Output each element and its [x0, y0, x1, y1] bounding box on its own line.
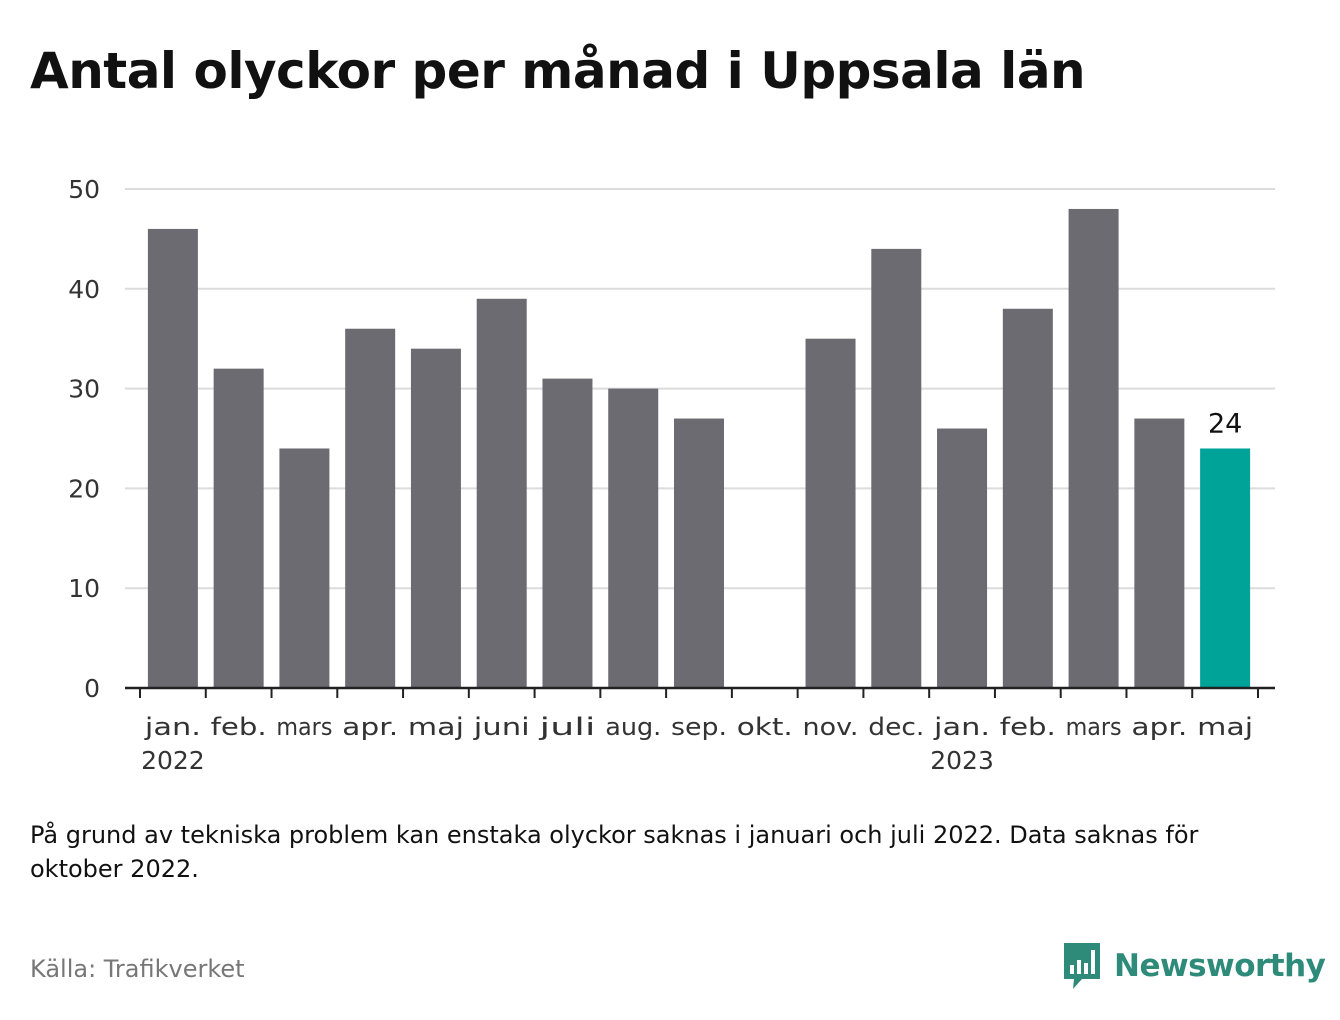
x-tick-label: jan. [933, 713, 990, 741]
bar [476, 298, 527, 688]
y-tick-label: 10 [68, 574, 100, 603]
bar [1002, 308, 1053, 688]
highlight-value-label: 24 [1208, 408, 1242, 439]
x-tick-label: mars [276, 713, 332, 741]
year-label: 2023 [930, 746, 994, 775]
y-tick-label: 40 [68, 275, 100, 304]
x-tick-label: dec. [868, 713, 924, 741]
bar [608, 388, 659, 688]
x-tick-label: feb. [211, 713, 267, 741]
x-tick-label: apr. [1131, 713, 1187, 741]
bar [345, 328, 396, 688]
x-tick-label: mars [1066, 713, 1122, 741]
bar [279, 448, 330, 688]
brand-name: Newsworthy [1114, 948, 1326, 984]
x-tick-label: apr. [342, 713, 398, 741]
bar [147, 228, 198, 689]
x-tick-label: maj [408, 713, 464, 741]
bar [410, 348, 461, 688]
chart-title: Antal olyckor per månad i Uppsala län [30, 42, 1086, 100]
newsworthy-logo[interactable]: Newsworthy [1062, 940, 1326, 992]
bar [213, 368, 264, 688]
bar [871, 248, 922, 688]
newsworthy-logo-icon [1064, 943, 1100, 989]
y-tick-label: 30 [68, 375, 100, 404]
y-tick-label: 20 [68, 474, 100, 503]
y-tick-label: 0 [84, 674, 100, 703]
x-axis-labels: jan. feb. mars apr. maj juni juli aug. sep. okt. n… [141, 713, 1253, 775]
bar [937, 428, 988, 688]
bar [1134, 418, 1185, 688]
x-tick-label: sep. [671, 713, 727, 741]
x-tick-label: aug. [605, 713, 661, 741]
highlighted-bar [1200, 448, 1251, 688]
bar [674, 418, 724, 688]
y-axis-ticks: 0 10 20 30 40 50 [68, 175, 100, 703]
bar [805, 338, 856, 688]
bars: 24 [147, 208, 1251, 689]
x-tick-label: juni [472, 713, 529, 741]
year-label: 2022 [141, 746, 205, 775]
bar [542, 378, 593, 688]
source-label: Källa: Trafikverket [30, 955, 245, 983]
y-tick-label: 50 [68, 175, 100, 204]
x-tick-label: maj [1197, 713, 1253, 741]
x-axis [125, 686, 1275, 698]
x-tick-label: nov. [803, 713, 859, 741]
x-tick-label: okt. [737, 713, 793, 741]
x-tick-label: juli [538, 713, 596, 741]
x-tick-label: feb. [1000, 713, 1056, 741]
bar [1068, 208, 1119, 688]
footnote: På grund av tekniska problem kan enstaka… [30, 821, 1199, 883]
x-tick-label: jan. [144, 713, 201, 741]
